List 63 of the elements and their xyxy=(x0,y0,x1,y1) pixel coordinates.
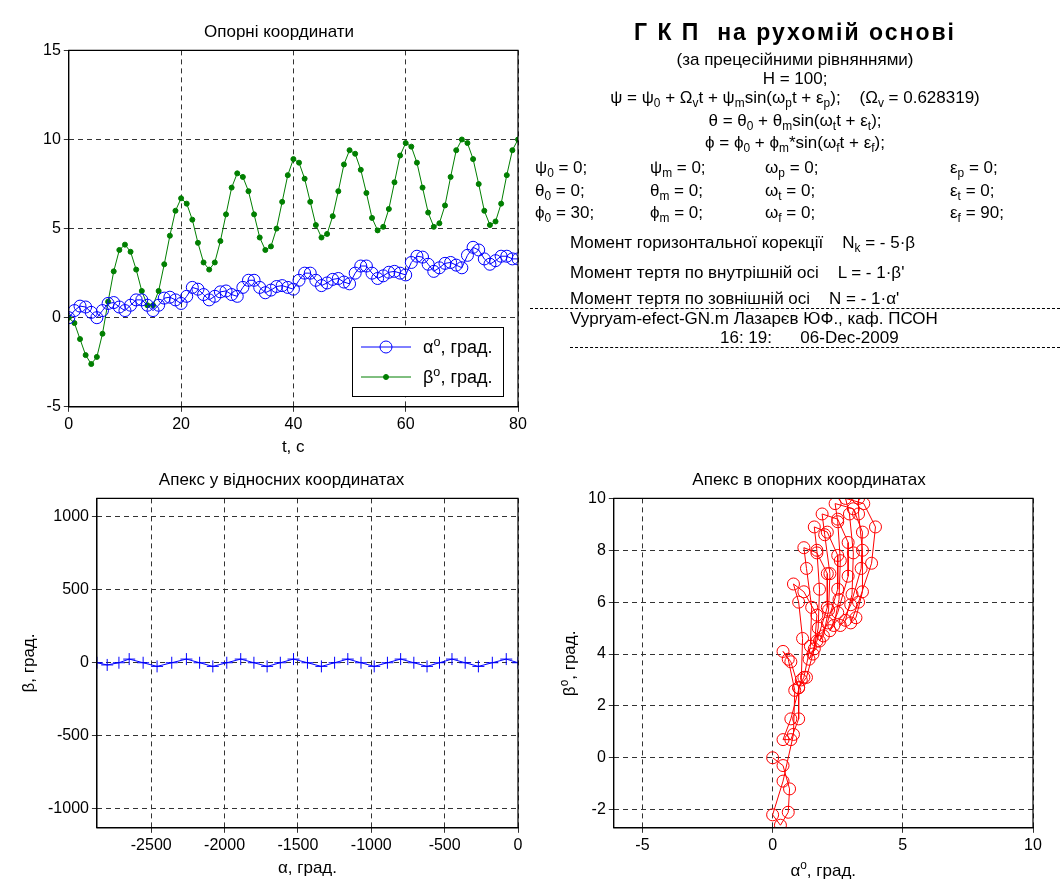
x-tick-label: -500 xyxy=(428,835,461,853)
text: (за прецесійними рівняннями) xyxy=(675,49,915,69)
x-tick-label: 80 xyxy=(509,414,527,432)
text: 16: 19: 06-Dec-2009 xyxy=(570,327,1060,348)
legend-label: β$^{o}$, град. xyxy=(423,365,493,389)
y-tick-label: -2 xyxy=(591,800,606,818)
text: Г К П на рухомій основі xyxy=(633,19,957,46)
x-axis-title: α, град. xyxy=(277,857,337,878)
y-tick-label: 0 xyxy=(51,308,61,326)
x-tick-label: -2500 xyxy=(130,835,172,853)
text: ϕ$_{m}$ = 0; xyxy=(650,203,704,227)
y-tick-label: 1000 xyxy=(53,507,90,525)
text: θ$_{m}$ = 0; xyxy=(650,180,704,204)
text: ε$_{f}$ = 90; xyxy=(950,203,1005,227)
chart-title: Апекс у відносних координатах xyxy=(158,469,405,489)
y-tick-label: 500 xyxy=(62,580,90,598)
text: ψ = ψ$_{0}$ + Ω$_{v}$t + ψ$_{m}$sin(ω$_{p}$t + ε$_{p}$); (Ω$_{v}$ = 0.628319) xyxy=(610,87,980,111)
text: ω$_{p}$ = 0; xyxy=(765,157,820,181)
x-tick-label: -5 xyxy=(635,835,650,853)
y-tick-label: 10 xyxy=(43,129,61,147)
text: Момент горизонтальної корекції N$_{k}$ = - 5·β xyxy=(569,233,917,256)
text: Vypryam-efect-GN.m Лазарєв ЮФ., каф. ПСОН xyxy=(569,308,939,328)
text: ε$_{p}$ = 0; xyxy=(950,157,999,181)
chart-title: Апекс в опорних координатах xyxy=(692,469,927,489)
x-tick-label: -1000 xyxy=(350,835,392,853)
text: ε$_{t}$ = 0; xyxy=(950,180,996,204)
text: ω$_{f}$ = 0; xyxy=(765,203,817,227)
y-tick-label: 0 xyxy=(596,748,606,766)
legend-label: α$^{o}$, град. xyxy=(423,335,493,359)
x-tick-label: -2000 xyxy=(204,835,246,853)
y-tick-label: -1000 xyxy=(48,799,90,817)
x-axis-title: α$^{o}$, град. xyxy=(790,857,857,881)
y-tick-label: 0 xyxy=(80,653,90,671)
x-tick-label: 0 xyxy=(768,835,778,853)
text: ψ$_{0}$ = 0; xyxy=(535,157,589,181)
x-tick-label: 10 xyxy=(1024,835,1042,853)
text: θ = θ$_{0}$ + θ$_{m}$sin(ω$_{t}$t + ε$_{t}$); xyxy=(708,110,882,133)
text: H = 100; xyxy=(761,68,829,88)
x-tick-label: 0 xyxy=(513,835,523,853)
y-tick-label: -5 xyxy=(46,397,61,415)
text: Момент тертя по зовнішній осі N = - 1·α' xyxy=(530,288,1060,309)
text: ϕ = ϕ$_{0}$ + ϕ$_{m}$*sin(ω$_{f}$t + ε$_{f}$); xyxy=(705,133,885,156)
chart-title: Опорні координати xyxy=(204,21,354,41)
text: ϕ$_{0}$ = 30; xyxy=(535,203,596,227)
x-tick-label: 40 xyxy=(284,414,303,432)
y-tick-label: 4 xyxy=(596,644,606,662)
text: Момент тертя по внутрішній осі L = - 1·β' xyxy=(569,262,906,282)
y-tick-label: 15 xyxy=(43,40,61,58)
text: θ$_{0}$ = 0; xyxy=(535,180,586,204)
y-tick-label: 6 xyxy=(596,592,606,610)
x-tick-label: -1500 xyxy=(277,835,319,853)
text: ω$_{t}$ = 0; xyxy=(765,180,817,204)
y-tick-label: 8 xyxy=(596,540,606,558)
y-tick-label: 2 xyxy=(596,696,606,714)
x-tick-label: 20 xyxy=(172,414,191,432)
y-tick-label: -500 xyxy=(56,726,90,744)
y-axis-title: β, град. xyxy=(18,633,39,693)
x-tick-label: 5 xyxy=(898,835,908,853)
x-tick-label: 60 xyxy=(396,414,415,432)
x-axis-title: t, c xyxy=(281,436,305,457)
text: ψ$_{m}$ = 0; xyxy=(650,157,707,181)
y-tick-label: 5 xyxy=(51,219,61,237)
y-tick-label: 10 xyxy=(588,488,606,506)
